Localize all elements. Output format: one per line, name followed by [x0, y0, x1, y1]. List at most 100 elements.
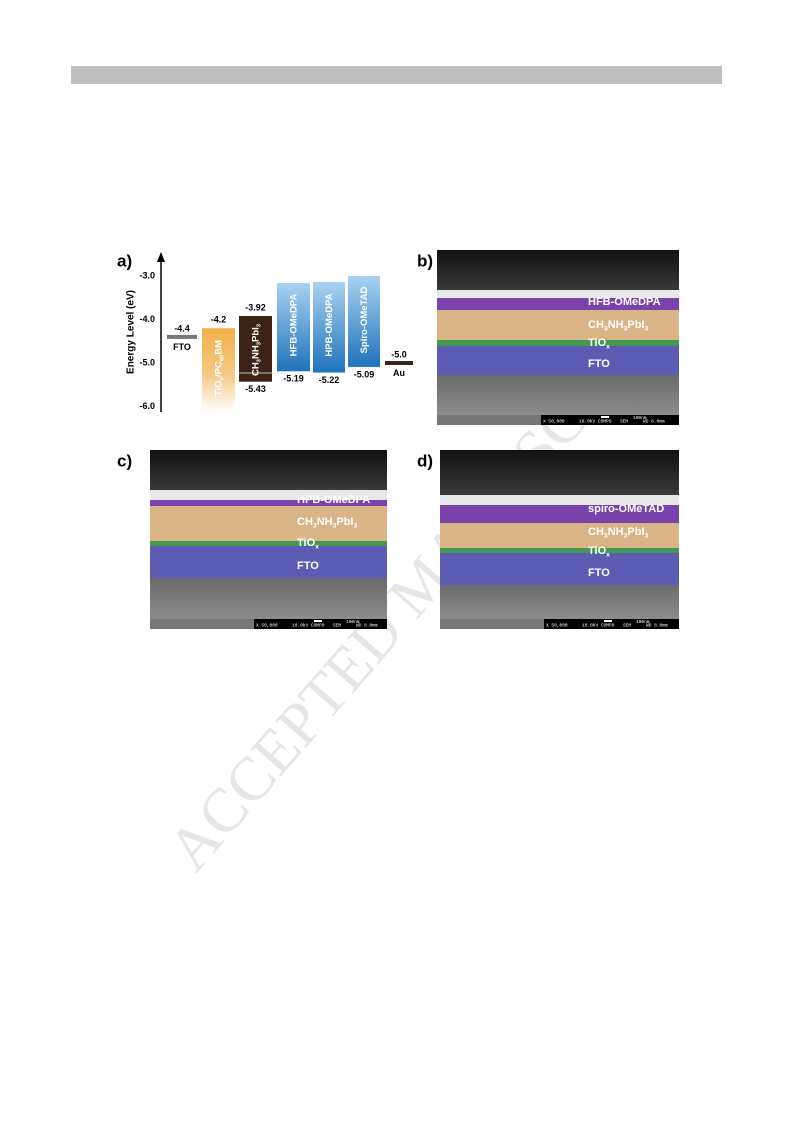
scale-bar [314, 620, 322, 622]
text-part: 3 [256, 341, 262, 345]
sem-layer [150, 546, 387, 578]
text-part: FTO [173, 342, 191, 352]
text-part: 3 [624, 325, 628, 332]
level-value: -5.43 [245, 384, 266, 394]
text-part: PbI [627, 526, 644, 538]
sem-layer [437, 310, 679, 340]
layer-label: spiro-OMeTAD [588, 503, 664, 515]
sem-layer [150, 490, 387, 500]
panel-label: b) [417, 251, 433, 270]
text-part: HFB-OMeDPA [288, 294, 299, 357]
text-part: NH [608, 526, 624, 538]
sem-layer [437, 298, 679, 310]
sem-layer [150, 500, 387, 506]
scale-bar [604, 620, 612, 622]
material-name: Au [393, 368, 405, 378]
text-part: 3 [313, 522, 317, 529]
layer-label: FTO [588, 358, 610, 370]
sem-info: SEM [623, 623, 631, 629]
level-bar [239, 316, 272, 382]
sem-layer [440, 505, 679, 523]
level-bar [277, 283, 310, 372]
text-part: Au [393, 368, 405, 378]
layer-label: TiOx [588, 337, 610, 350]
text-part: Spiro-OMeTAD [359, 286, 370, 353]
text-part: x [606, 551, 610, 558]
text-part: x [315, 543, 319, 550]
text-part: 3 [354, 522, 358, 529]
layer-label: FTO [297, 560, 319, 572]
sem-info-bar [544, 619, 679, 629]
sem-info: 10.0kV COMPO [292, 623, 325, 629]
sem-info: WD 8.0mm [643, 419, 665, 425]
text-part: 3 [333, 522, 337, 529]
panel-label: d) [417, 451, 433, 470]
sem-info-bar [254, 619, 387, 629]
text-part: 3 [645, 325, 649, 332]
text-part: PbI [336, 516, 353, 528]
sem-layer [440, 548, 679, 553]
text-part: NH [317, 516, 333, 528]
material-name: FTO [173, 342, 191, 352]
sem-info: 100nm [636, 619, 650, 625]
layer-label: CH3NH3PbI3 [588, 319, 649, 332]
sem-layer [437, 375, 679, 415]
sem-info: SEM [620, 419, 628, 425]
sem-info: X 50,000 [546, 623, 568, 629]
text-part: 3 [256, 323, 262, 327]
layer-label: FTO [588, 567, 610, 579]
y-tick-label: -6.0 [139, 401, 155, 411]
y-tick-label: -3.0 [139, 270, 155, 280]
sem-layer [437, 340, 679, 346]
text-part: TiO [297, 537, 316, 549]
text-part: FTO [297, 560, 319, 572]
y-axis-label: Energy Level (eV) [126, 290, 137, 374]
text-part: CH [250, 362, 261, 376]
sem-layer [440, 495, 679, 505]
sem-layer [437, 250, 679, 290]
sem-layer [437, 346, 679, 375]
y-tick-label: -4.0 [139, 314, 155, 324]
level-value: -4.4 [174, 323, 190, 333]
y-tick-label: -5.0 [139, 357, 155, 367]
text-part: BM [213, 340, 224, 355]
sem-layer [150, 506, 387, 541]
text-part: PbI [250, 327, 261, 342]
sem-info: WD 8.0mm [356, 623, 378, 629]
text-part: CH [588, 319, 604, 331]
sem-info: X 50,000 [256, 623, 278, 629]
material-name: Spiro-OMeTAD [359, 286, 370, 353]
level-bar [313, 282, 345, 373]
sem-info: WD 8.0mm [646, 623, 668, 629]
level-value: -5.0 [391, 349, 407, 359]
layer-label: HFB-OMeDPA [588, 296, 661, 308]
level-value: -5.22 [319, 375, 340, 385]
text-part: HPB-OMeDPA [324, 293, 335, 356]
level-value: -5.19 [283, 374, 304, 384]
sem-layer [440, 553, 679, 585]
level-value: -3.92 [245, 302, 266, 312]
sem-layer [150, 450, 387, 490]
sem-layer [150, 578, 387, 619]
layer-label: CH3NH3PbI3 [297, 516, 358, 529]
text-part: FTO [588, 358, 610, 370]
sem-info: 10.0kV COMPO [582, 623, 615, 629]
text-part: TiO [588, 337, 607, 349]
level-value: -5.09 [354, 369, 375, 379]
material-name: TiOx/PC60BM [213, 340, 225, 396]
sem-info: SEM [333, 623, 341, 629]
level-line [385, 361, 413, 365]
sem-layer [440, 523, 679, 548]
level-bar [348, 276, 380, 367]
layer-label: CH3NH3PbI3 [588, 526, 649, 539]
text-part: HPB-OMeDPA [297, 494, 370, 506]
text-part: 3 [604, 325, 608, 332]
sem-info: X 50,000 [543, 419, 565, 425]
sem-info: 100nm [633, 415, 647, 421]
layer-label: TiOx [588, 545, 610, 558]
sem-layer [150, 541, 387, 546]
header-bar [71, 66, 722, 84]
text-part: FTO [588, 567, 610, 579]
text-part: 3 [256, 358, 262, 362]
